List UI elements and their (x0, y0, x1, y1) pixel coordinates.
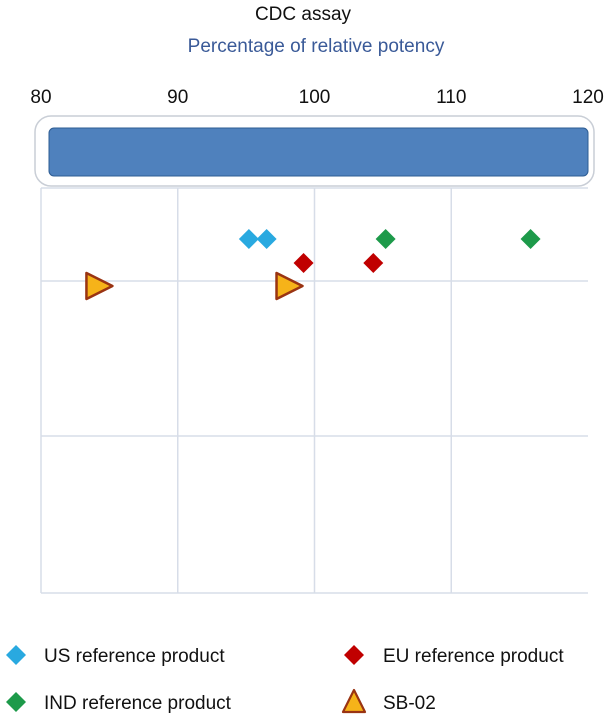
x-tick-label-120: 120 (572, 87, 604, 108)
x-tick-label-110: 110 (436, 87, 466, 108)
legend-label-eu-reference-product: EU reference product (383, 646, 564, 667)
point-sb-02-2 (275, 271, 304, 301)
data-points (85, 229, 541, 301)
x-axis-ticks: 80 90 100 110 120 (30, 87, 603, 108)
legend: US reference product EU reference product… (6, 645, 564, 714)
range-bar (34, 115, 595, 187)
legend-label-us-reference-product: US reference product (44, 646, 225, 667)
legend-label-sb-02: SB-02 (383, 693, 436, 714)
legend-marker-eu-reference-product (344, 645, 364, 665)
x-tick-label-90: 90 (167, 87, 188, 108)
legend-marker-us-reference-product (6, 645, 26, 665)
point-us-reference-product-2 (256, 229, 277, 249)
range-bar-fill (48, 127, 589, 177)
point-ind-reference-product-1 (375, 229, 396, 249)
x-tick-label-80: 80 (30, 87, 51, 108)
point-us-reference-product-1 (238, 229, 259, 249)
grid (40, 187, 588, 594)
point-eu-reference-product-2 (363, 253, 384, 273)
chart-title: CDC assay (255, 4, 352, 25)
point-ind-reference-product-2 (520, 229, 541, 249)
x-tick-label-100: 100 (299, 87, 331, 108)
point-eu-reference-product-1 (293, 253, 314, 273)
legend-marker-ind-reference-product (6, 692, 26, 712)
chart-subtitle: Percentage of relative potency (188, 36, 445, 57)
legend-marker-sb-02 (341, 688, 367, 714)
point-sb-02-1 (85, 271, 114, 301)
legend-label-ind-reference-product: IND reference product (44, 693, 232, 714)
